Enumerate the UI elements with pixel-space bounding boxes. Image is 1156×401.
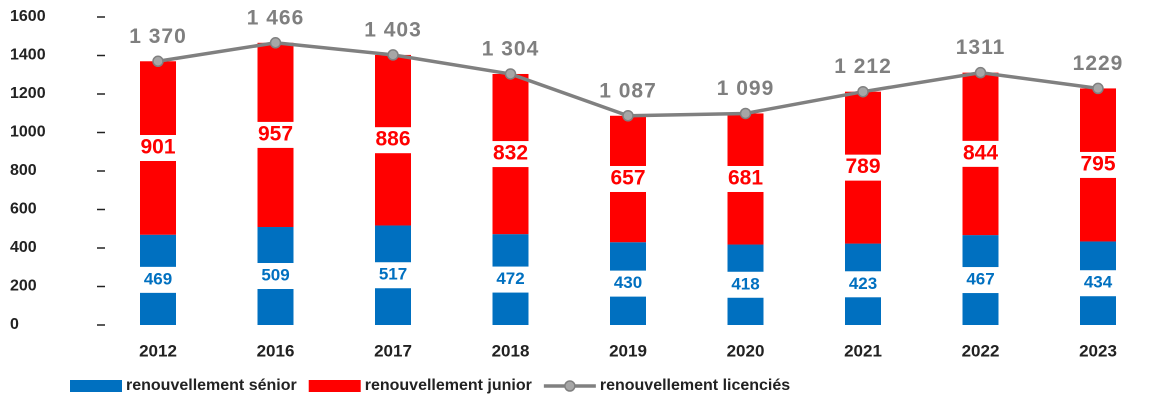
bar-value-label: 957 <box>258 122 293 145</box>
label-box <box>829 154 897 181</box>
bar-value-label: 469 <box>144 269 172 288</box>
label-box <box>476 141 545 168</box>
x-tick-label: 2022 <box>962 341 1000 360</box>
label-box <box>1064 270 1132 297</box>
y-tick-label: 600 <box>10 201 37 218</box>
x-tick-label: 2018 <box>492 341 530 360</box>
line-value-label: 1 304 <box>482 38 540 61</box>
label-box <box>359 127 427 154</box>
label-box <box>241 121 310 148</box>
label-box <box>946 140 1015 167</box>
bar-value-label: 901 <box>140 136 175 159</box>
x-tick-label: 2020 <box>727 341 765 360</box>
line-value-label: 1 212 <box>834 55 892 78</box>
x-tick-label: 2021 <box>844 341 882 360</box>
x-tick-label: 2019 <box>609 341 647 360</box>
label-box <box>711 271 780 298</box>
label-box <box>946 267 1015 294</box>
line-value-label: 1 466 <box>247 6 305 29</box>
legend-swatch <box>308 380 361 392</box>
x-tick-label: 2023 <box>1079 341 1117 360</box>
label-box <box>594 165 662 192</box>
label-box <box>711 165 780 192</box>
legend-swatch <box>70 380 122 392</box>
label-box <box>476 266 545 293</box>
line-value-label: 1311 <box>956 36 1006 59</box>
line-value-label: 1229 <box>1073 52 1124 75</box>
bar-value-label: 517 <box>379 265 407 284</box>
label-box <box>829 271 897 298</box>
legend-label: renouvellement licenciés <box>600 377 790 394</box>
line-marker <box>152 55 164 68</box>
bar-value-label: 789 <box>845 155 880 178</box>
bar-value-label: 418 <box>731 274 759 293</box>
bar-value-label: 467 <box>966 270 994 289</box>
line-marker <box>974 66 987 79</box>
legend-marker <box>564 380 576 392</box>
label-box <box>124 134 192 161</box>
line-marker <box>622 110 634 122</box>
label-box <box>241 263 310 290</box>
label-box <box>594 270 662 297</box>
line-marker <box>857 85 869 98</box>
x-tick-label: 2012 <box>139 341 177 360</box>
line-value-label: 1 099 <box>717 77 775 100</box>
line-value-label: 1 370 <box>129 25 187 48</box>
label-box <box>359 262 427 289</box>
line-value-label: 1 087 <box>599 79 657 102</box>
bar-value-label: 434 <box>1084 273 1113 292</box>
line-marker <box>1092 82 1104 95</box>
line-marker <box>387 49 399 61</box>
y-tick-label: 400 <box>10 239 37 256</box>
line-marker <box>739 107 752 120</box>
label-box <box>1064 151 1132 178</box>
bar-value-label: 509 <box>261 265 289 284</box>
bar-value-label: 832 <box>493 142 528 165</box>
line-marker <box>504 68 517 80</box>
y-tick-label: 1600 <box>10 8 46 25</box>
bar-value-label: 423 <box>849 274 877 293</box>
y-tick-label: 200 <box>10 278 37 295</box>
bar-value-label: 886 <box>375 128 410 151</box>
x-tick-label: 2016 <box>257 341 295 360</box>
bar-value-label: 472 <box>496 269 524 288</box>
y-tick-label: 0 <box>10 316 19 333</box>
bar-value-label: 681 <box>728 167 763 190</box>
legend-label: renouvellement junior <box>365 377 532 394</box>
bar-value-label: 430 <box>614 273 642 292</box>
y-tick-label: 800 <box>10 162 37 179</box>
bar-value-label: 657 <box>610 167 645 190</box>
x-tick-label: 2017 <box>374 341 412 360</box>
line-marker <box>269 37 282 49</box>
y-tick-label: 1400 <box>10 47 46 64</box>
bar-value-label: 795 <box>1080 152 1115 175</box>
bar-value-label: 844 <box>963 141 998 164</box>
legend-label: renouvellement sénior <box>126 377 297 394</box>
y-tick-label: 1000 <box>10 124 46 141</box>
line-value-label: 1 403 <box>364 18 422 41</box>
label-box <box>124 266 192 293</box>
y-tick-label: 1200 <box>10 85 46 102</box>
